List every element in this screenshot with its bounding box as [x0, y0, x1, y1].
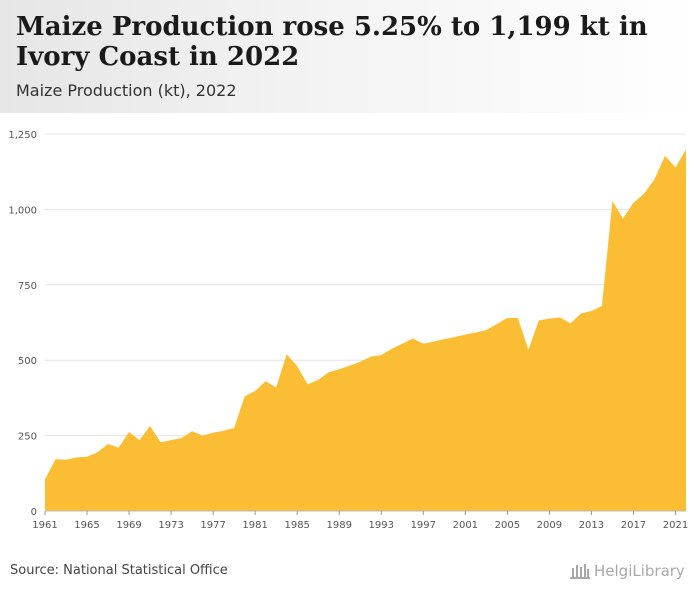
x-tick-label: 1989: [327, 520, 352, 531]
x-tick-label: 2009: [537, 520, 562, 531]
y-tick-label: 0: [31, 507, 37, 518]
chart-subtitle: Maize Production (kt), 2022: [16, 81, 237, 100]
y-tick-label: 1,250: [8, 130, 37, 141]
header-band: Maize Production rose 5.25% to 1,199 kt …: [0, 0, 700, 113]
x-tick-label: 1985: [284, 520, 309, 531]
chart-title: Maize Production rose 5.25% to 1,199 kt …: [16, 12, 648, 72]
area-series: [45, 149, 686, 511]
area-chart: 1961 1965 1969 1973 1977 1981 1985 1989 1993 1997…: [8, 130, 688, 531]
source-note: Source: National Statistical Office: [10, 563, 228, 578]
x-tick-label: 1961: [32, 520, 57, 531]
y-tick-label: 500: [18, 356, 37, 367]
x-tick-label: 2001: [453, 520, 478, 531]
x-tick-label: 2021: [663, 520, 688, 531]
y-axis: 0 250 500 750 1,000 1,250: [8, 130, 37, 518]
x-tick-label: 1965: [74, 520, 99, 531]
y-tick-label: 750: [18, 281, 37, 292]
x-tick-label: 1977: [200, 520, 225, 531]
logo-text: HelgiLibrary: [594, 562, 685, 580]
helgi-library-logo[interactable]: HelgiLibrary: [569, 562, 685, 580]
x-tick-label: 1981: [242, 520, 267, 531]
x-tick-label: 1993: [369, 520, 394, 531]
area-fill: [45, 149, 686, 511]
y-tick-label: 1,000: [8, 205, 37, 216]
library-building-icon: [570, 564, 590, 579]
x-tick-label: 1969: [116, 520, 141, 531]
x-tick-label: 2005: [495, 520, 520, 531]
x-tick-label: 2017: [621, 520, 646, 531]
x-tick-label: 1973: [158, 520, 183, 531]
x-tick-label: 1997: [411, 520, 436, 531]
x-tick-label: 2013: [579, 520, 604, 531]
y-tick-label: 250: [18, 432, 37, 443]
x-axis: 1961 1965 1969 1973 1977 1981 1985 1989 1993 1997…: [32, 510, 688, 531]
